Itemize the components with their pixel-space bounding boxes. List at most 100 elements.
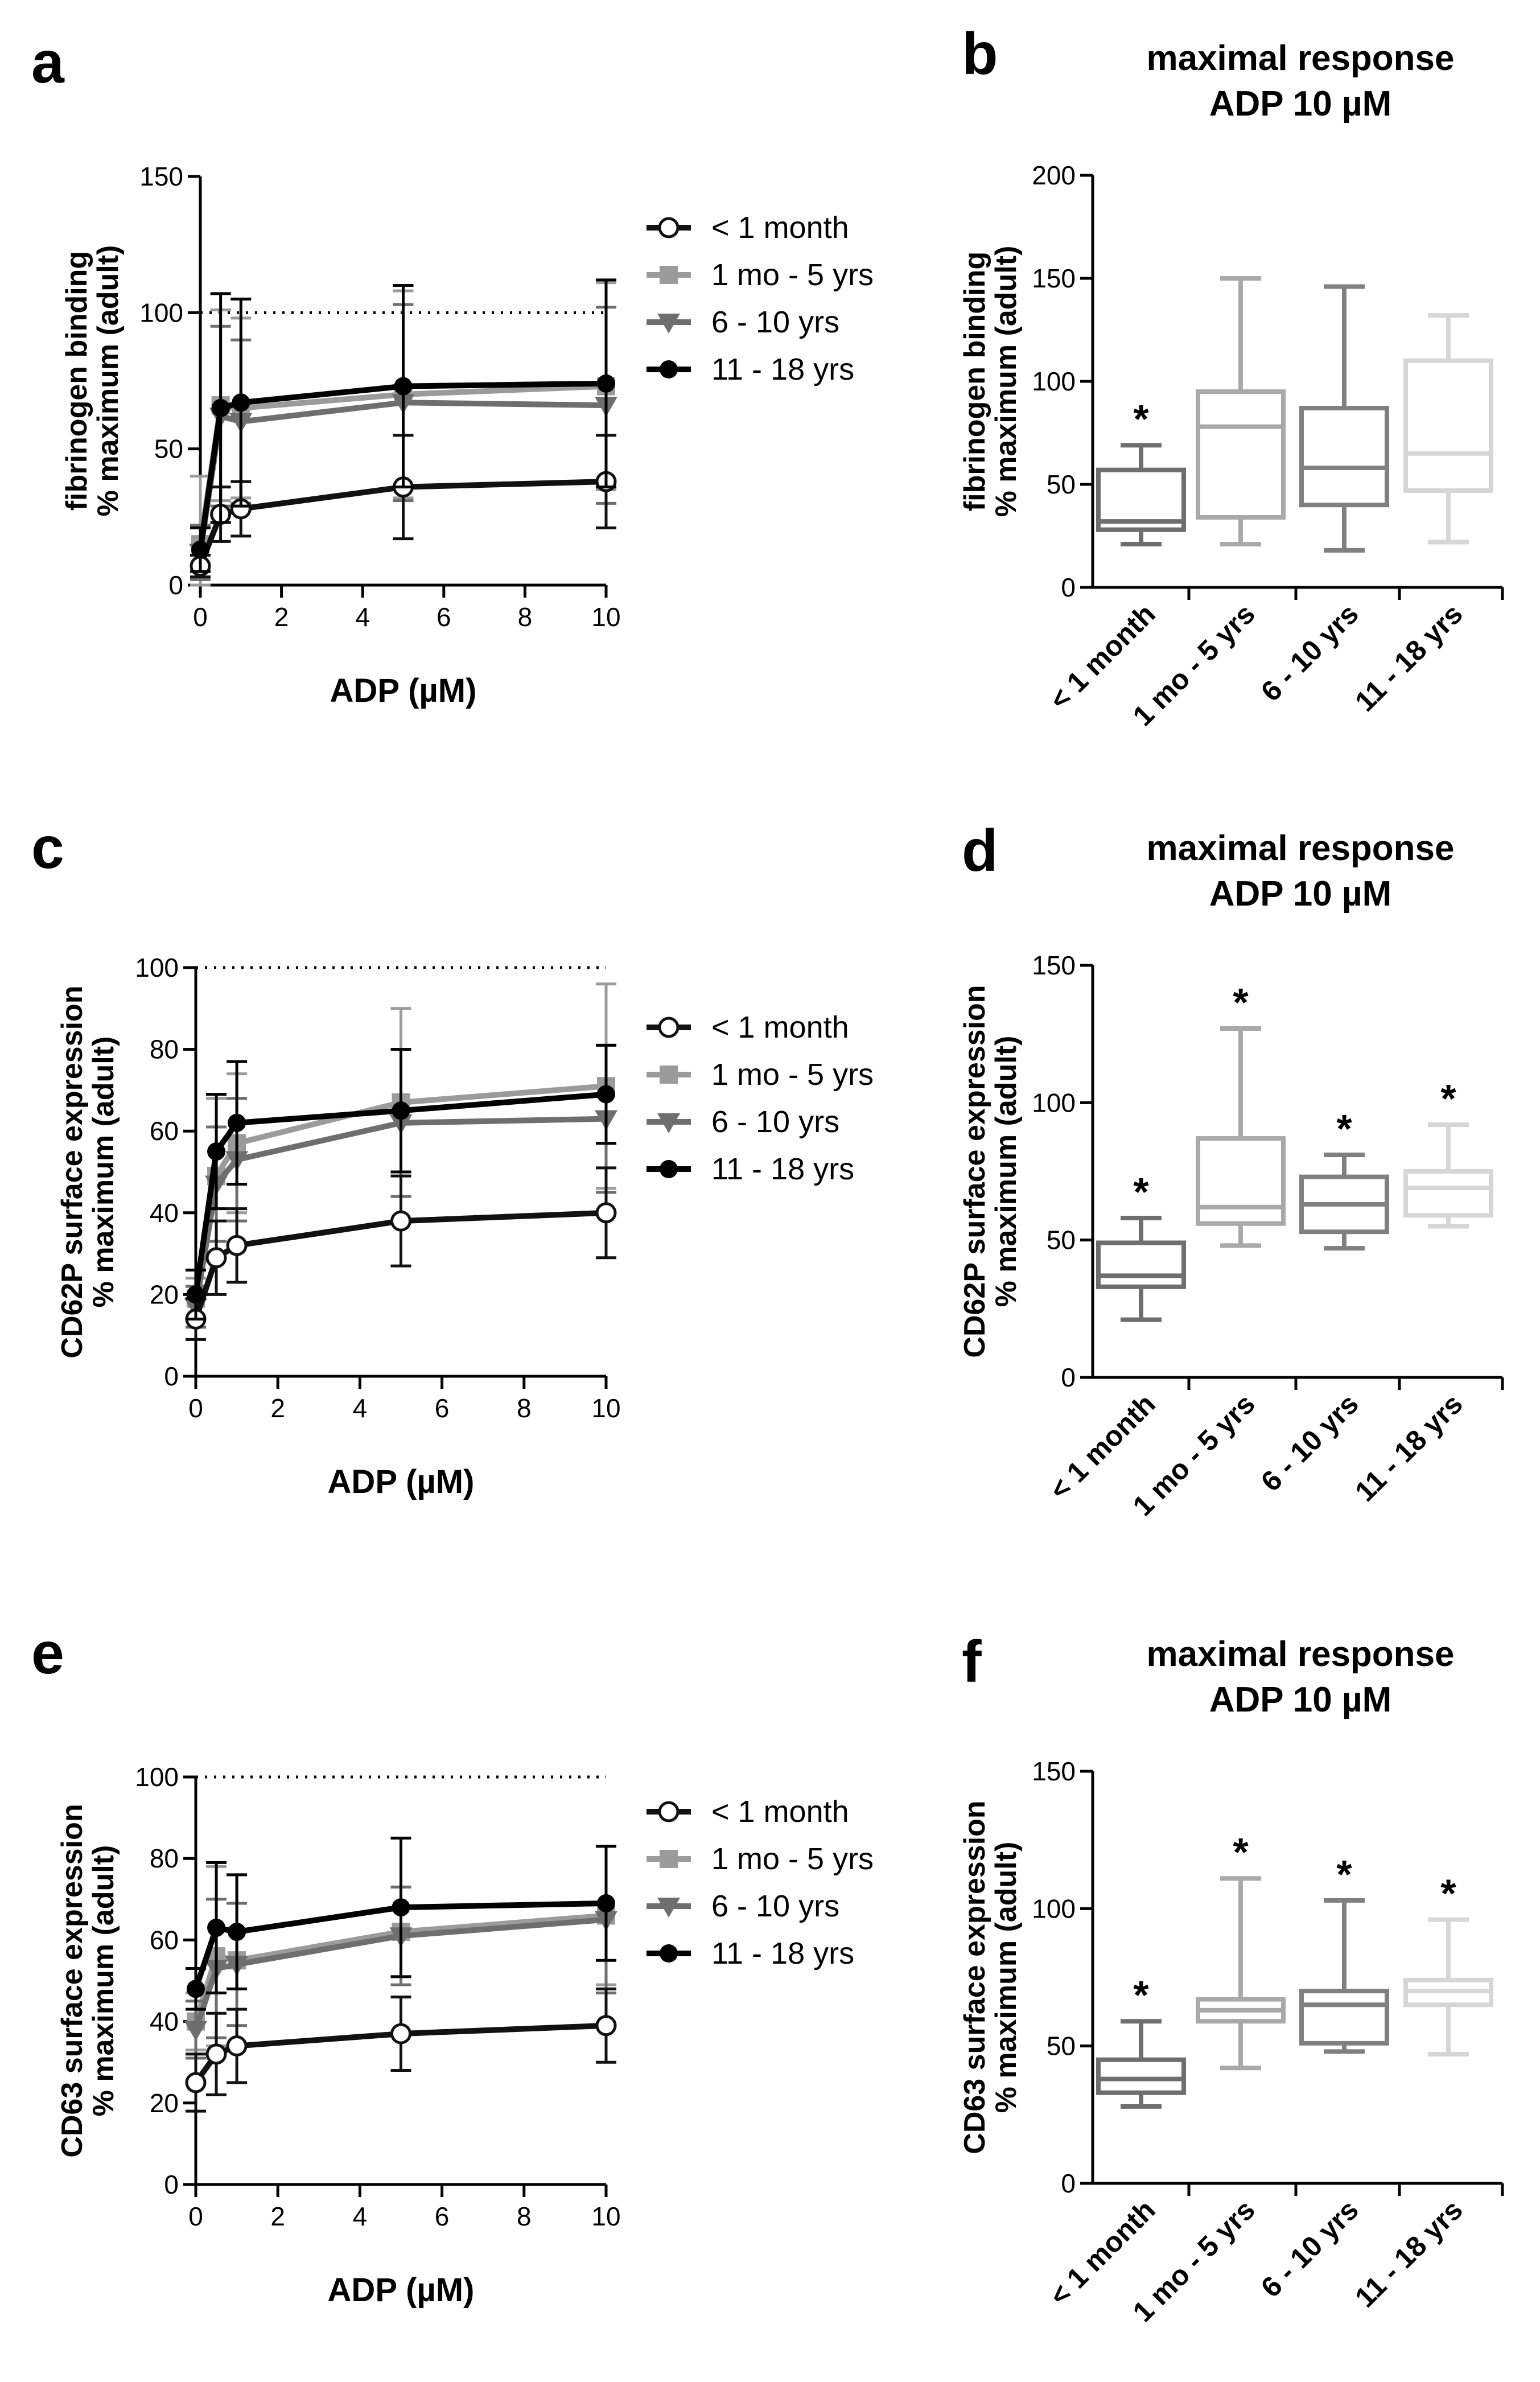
x-tick-label: 8 — [518, 602, 533, 632]
legend-label: 11 - 18 yrs — [711, 1152, 854, 1186]
box-iqr — [1299, 1989, 1389, 2046]
y-tick-label: 0 — [1061, 1363, 1076, 1392]
legend-marker — [657, 314, 680, 334]
panel-letter: c — [31, 815, 64, 881]
x-tick-label: 2 — [270, 1393, 285, 1423]
legend-item: 6 - 10 yrs — [647, 1889, 839, 1923]
legend-marker — [660, 1065, 678, 1084]
significance-marker: * — [1336, 1106, 1352, 1151]
y-tick-label: 100 — [135, 1762, 179, 1792]
legend-marker — [657, 1113, 680, 1133]
chart-subtitle: ADP 10 µM — [1209, 1680, 1392, 1719]
data-point — [597, 1894, 615, 1912]
legend-label: 11 - 18 yrs — [711, 1936, 854, 1970]
box-3 — [1299, 284, 1389, 553]
panel-f: f 0 50 100 150 CD63 surface expression% maxim… — [958, 1629, 1504, 2328]
y-tick-label: 40 — [150, 2007, 179, 2037]
y-tick-label: 60 — [150, 1116, 179, 1146]
data-point — [394, 377, 413, 396]
data-point — [595, 2015, 617, 2037]
legend-marker — [657, 1898, 680, 1918]
box-2: * — [1196, 1830, 1286, 2071]
legend-label: < 1 month — [711, 1795, 849, 1829]
x-tick-label: 11 - 18 yrs — [1349, 1388, 1469, 1508]
y-tick-label: 0 — [164, 1361, 179, 1391]
y-tick-label: 20 — [150, 1280, 179, 1309]
y-axis-label-units: % maximum (adult) — [87, 1845, 120, 2117]
y-axis-label: CD63 surface expression — [958, 1800, 991, 2154]
significance-marker: * — [1336, 1852, 1352, 1896]
x-tick-label: 6 — [435, 2202, 450, 2231]
chart-subtitle: ADP 10 µM — [1209, 84, 1392, 124]
data-point — [597, 374, 615, 393]
y-tick-label: 150 — [1032, 1756, 1076, 1786]
x-tick-label: 0 — [188, 1393, 203, 1423]
x-tick-label: 4 — [355, 602, 370, 632]
legend-item: < 1 month — [647, 211, 849, 245]
legend-label: 6 - 10 yrs — [711, 1889, 839, 1923]
box-4: * — [1403, 1076, 1493, 1229]
box-1: * — [1096, 1170, 1186, 1322]
legend-item: 1 mo - 5 yrs — [647, 258, 874, 292]
y-axis-label-units: % maximum (adult) — [990, 1036, 1023, 1307]
data-point — [392, 1898, 410, 1917]
y-axis-label: fibrinogen binding — [958, 252, 991, 511]
legend-label: 11 - 18 yrs — [711, 352, 854, 386]
data-point — [390, 2023, 411, 2044]
legend-item: 11 - 18 yrs — [647, 1152, 854, 1186]
significance-marker: * — [1233, 1830, 1249, 1874]
significance-marker: * — [1133, 1170, 1149, 1214]
x-tick-label: 2 — [274, 602, 289, 632]
legend-label: 1 mo - 5 yrs — [711, 1058, 874, 1092]
legend-label: 1 mo - 5 yrs — [711, 1842, 874, 1876]
legend-marker — [660, 1850, 678, 1868]
chart-title: maximal response — [1146, 829, 1454, 868]
data-point — [205, 2043, 227, 2065]
x-tick-label: 10 — [591, 602, 620, 632]
panel-d: d 0 50 100 150 CD62P surface expression% maxi… — [958, 818, 1504, 1522]
data-point — [185, 2072, 207, 2093]
legend-item: 6 - 10 yrs — [647, 1105, 839, 1139]
chart-subtitle: ADP 10 µM — [1209, 874, 1392, 914]
legend-item: 1 mo - 5 yrs — [647, 1842, 874, 1876]
x-tick-label: 0 — [188, 2202, 203, 2231]
x-tick-label: 11 - 18 yrs — [1349, 2194, 1469, 2314]
chart-title: maximal response — [1146, 39, 1454, 78]
data-point — [597, 1085, 615, 1104]
box-iqr — [1196, 389, 1286, 520]
data-point — [390, 1210, 411, 1232]
box-4: * — [1403, 1871, 1493, 2057]
series--1-month — [185, 1987, 617, 2113]
y-tick-label: 0 — [164, 2170, 179, 2199]
box-iqr — [1299, 406, 1389, 508]
y-tick-label: 60 — [150, 1925, 179, 1955]
panel-letter: e — [31, 1620, 64, 1686]
box-2 — [1196, 276, 1286, 546]
y-axis-label-units: % maximum (adult) — [990, 1842, 1023, 2113]
legend-marker — [660, 266, 678, 284]
x-tick-label: 6 - 10 yrs — [1255, 1388, 1365, 1498]
panel-letter: d — [962, 818, 998, 884]
x-tick-label: 2 — [270, 2202, 285, 2231]
y-tick-label: 100 — [139, 298, 183, 327]
data-point — [207, 1918, 226, 1937]
box-1: * — [1096, 1973, 1186, 2109]
x-tick-label: 8 — [517, 2202, 532, 2231]
box-2: * — [1196, 980, 1286, 1248]
significance-marker: * — [1440, 1871, 1456, 1916]
legend-marker — [658, 1017, 680, 1038]
y-tick-label: 100 — [1032, 1894, 1076, 1923]
data-point — [211, 398, 230, 417]
y-tick-label: 0 — [1061, 573, 1076, 602]
y-axis-label: CD62P surface expression — [958, 985, 991, 1357]
x-axis-label: ADP (µM) — [328, 2272, 475, 2309]
box-iqr — [1096, 1240, 1186, 1289]
significance-marker: * — [1440, 1076, 1456, 1121]
series-11-18-yrs — [186, 1043, 616, 1320]
x-tick-label: 11 - 18 yrs — [1349, 598, 1469, 718]
y-tick-label: 150 — [139, 162, 183, 191]
box-4 — [1403, 313, 1493, 545]
y-tick-label: 200 — [1032, 161, 1076, 190]
